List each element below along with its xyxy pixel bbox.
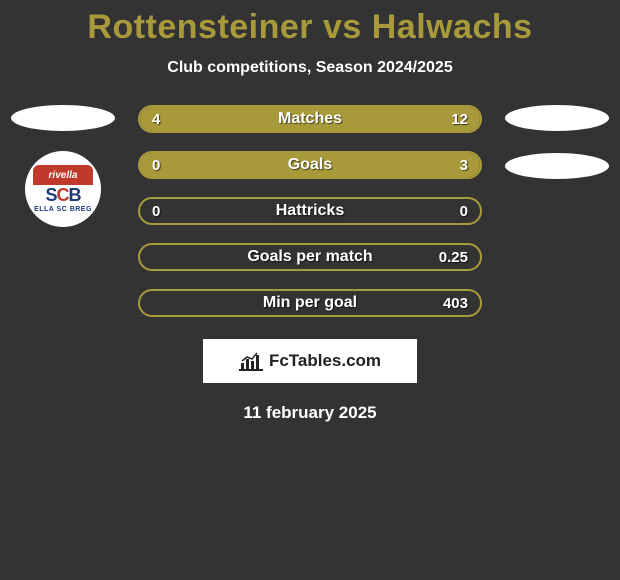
club-left-top: rivella <box>33 165 93 185</box>
club-mid-s: S <box>45 185 56 205</box>
content-area: rivella SCB ELLA SC BREG 412Matches 03Goa… <box>0 105 620 317</box>
brand-chart-icon <box>239 351 263 371</box>
bar-label: Min per goal <box>140 291 480 315</box>
club-mid-b: B <box>69 185 81 205</box>
brand-text: FcTables.com <box>269 351 381 371</box>
left-badges-column: rivella SCB ELLA SC BREG <box>8 105 118 229</box>
bar-label: Goals per match <box>140 245 480 269</box>
bar-label: Matches <box>140 107 480 131</box>
club-left-logo: rivella SCB ELLA SC BREG <box>25 151 101 227</box>
club-left-mid: SCB <box>45 185 80 206</box>
date-text: 11 february 2025 <box>0 403 620 423</box>
subtitle: Club competitions, Season 2024/2025 <box>0 59 620 77</box>
club-left-bot: ELLA SC BREG <box>34 206 92 213</box>
stat-bar: 03Goals <box>138 151 482 179</box>
stat-bar: 412Matches <box>138 105 482 133</box>
club-left-badge: rivella SCB ELLA SC BREG <box>13 149 113 229</box>
club-mid-c: C <box>57 185 69 205</box>
player-left-badge <box>11 105 115 131</box>
brand-box: FcTables.com <box>203 339 417 383</box>
club-right-badge <box>505 153 609 179</box>
stat-bar: 00Hattricks <box>138 197 482 225</box>
bar-label: Goals <box>140 153 480 177</box>
page-title: Rottensteiner vs Halwachs <box>0 0 620 47</box>
right-badges-column <box>502 105 612 179</box>
player-right-badge <box>505 105 609 131</box>
bar-label: Hattricks <box>140 199 480 223</box>
stat-bar: 403Min per goal <box>138 289 482 317</box>
stats-bars: 412Matches 03Goals 00Hattricks 0.25Goals pe… <box>138 105 482 317</box>
stat-bar: 0.25Goals per match <box>138 243 482 271</box>
